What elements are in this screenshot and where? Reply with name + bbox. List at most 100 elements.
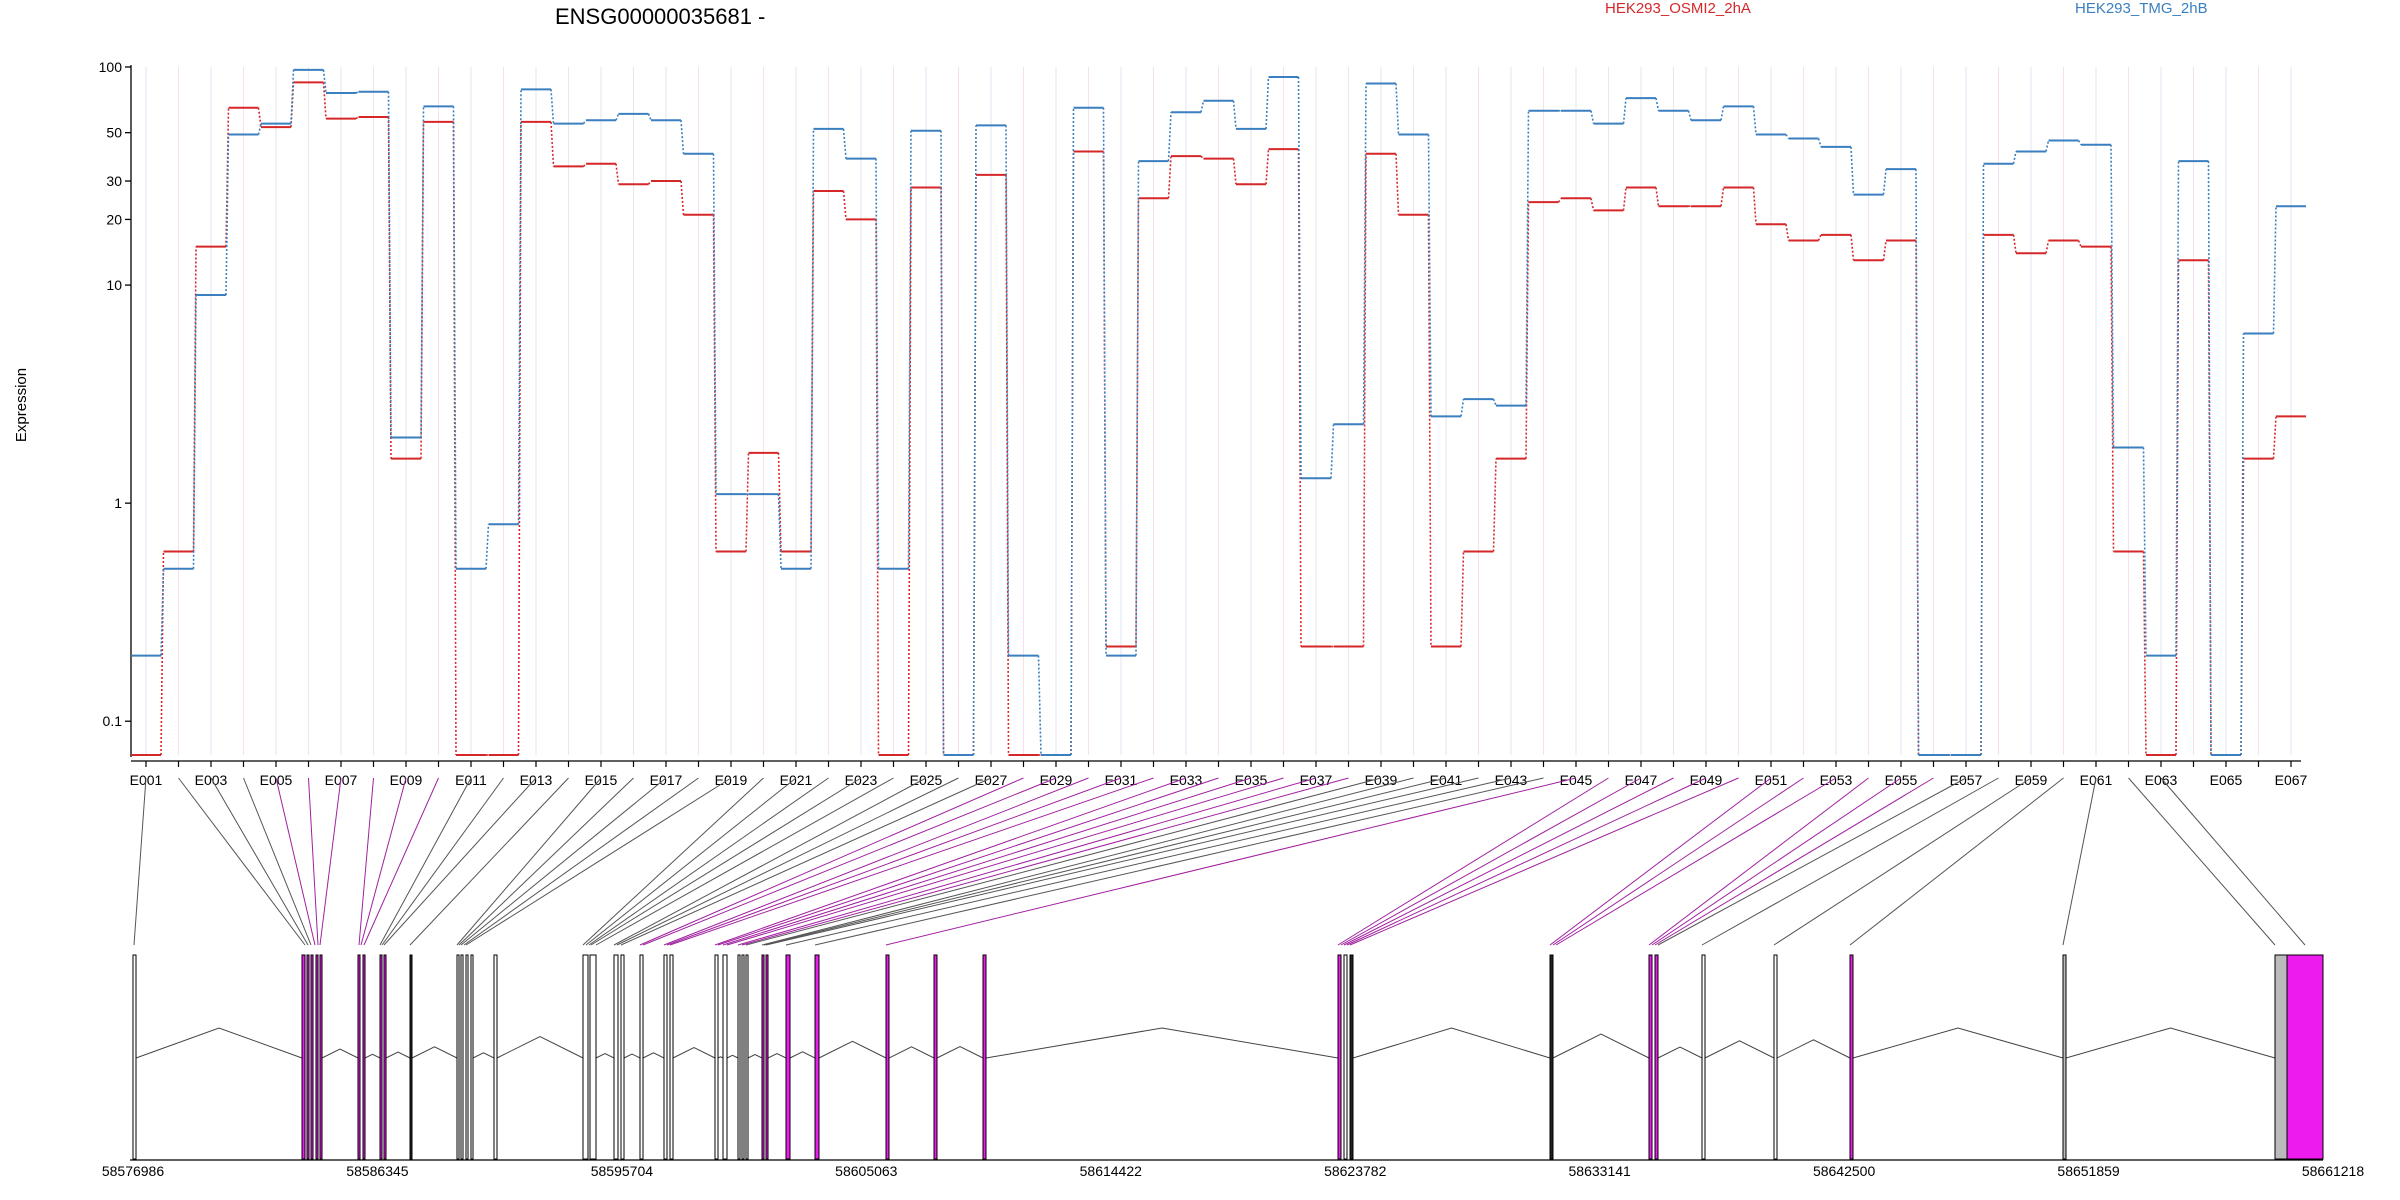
series-connector: [1200, 100, 1205, 113]
exon-block: [315, 954, 319, 1160]
exon-block: [714, 954, 719, 1160]
exon-connector: [1555, 777, 1837, 946]
exon-connector: [1346, 777, 1707, 946]
exon-connector: [714, 777, 1187, 946]
exon-connector: [613, 777, 927, 946]
series-connector: [1687, 110, 1692, 121]
exon-block: [1654, 954, 1659, 1160]
exon-block: [306, 954, 310, 1160]
series-connector: [1850, 234, 1855, 261]
intron-line: [888, 1046, 935, 1059]
series-connector: [1525, 110, 1530, 406]
exon-connector: [456, 777, 602, 946]
exon-block: [982, 954, 987, 1160]
exon-block: [301, 954, 306, 1160]
series-connector: [940, 130, 945, 756]
exon-block: [885, 954, 890, 1160]
series-connector: [2142, 551, 2147, 756]
exon-connector: [765, 777, 1479, 946]
x-tick-label: E013: [520, 772, 553, 788]
intron-line: [726, 1054, 739, 1059]
exon-connector: [595, 777, 894, 946]
intron-line: [595, 1052, 615, 1059]
exon-block: [465, 954, 469, 1160]
genomic-tick-label: 58661218: [2302, 1163, 2365, 1179]
genomic-axis: 58576986 58586345 58595704 58605063 58614422…: [102, 1159, 2365, 1179]
exon-connector: [885, 777, 1577, 946]
genomic-tick-label: 58595704: [591, 1163, 654, 1179]
series-connector: [1005, 174, 1010, 756]
exon-block: [362, 954, 366, 1160]
intron-line: [1657, 1046, 1703, 1059]
exon-connector: [383, 777, 537, 946]
exon-block: [470, 954, 474, 1160]
series-connector: [1005, 125, 1010, 656]
series-connector: [1427, 134, 1432, 417]
series-connector: [2012, 234, 2017, 254]
series-connector: [1622, 98, 1627, 124]
exon-connector: [379, 777, 472, 946]
exon-connector: [458, 777, 634, 946]
genomic-tick-label: 58586345: [346, 1163, 409, 1179]
series-connector: [257, 123, 262, 135]
exon-connector: [726, 777, 1284, 946]
series-connector: [1037, 655, 1042, 756]
intron-line: [672, 1046, 716, 1059]
series-connector: [2240, 333, 2245, 756]
exon-block: [1349, 954, 1354, 1160]
exon-connector: [590, 777, 862, 946]
exon-block: [1701, 954, 1706, 1160]
series-connector: [615, 113, 620, 121]
series-connector: [842, 190, 847, 220]
exon-block: [663, 954, 668, 1160]
series-connector: [1492, 458, 1497, 552]
x-tick-label: E049: [1690, 772, 1723, 788]
series-connector: [387, 91, 392, 438]
x-tick-label: E029: [1040, 772, 1073, 788]
series-connector: [647, 113, 652, 121]
series-connector: [1752, 187, 1757, 225]
exon-block: [722, 954, 728, 1160]
intron-line: [411, 1046, 458, 1059]
exon-connector: [210, 777, 309, 946]
series-connector: [1200, 155, 1205, 160]
series-connector: [680, 180, 685, 215]
y-axis-label: Expression: [13, 368, 30, 442]
series-connector: [1720, 106, 1725, 121]
series-connector: [2045, 140, 2050, 152]
exon-block: [582, 954, 589, 1160]
exon-connector: [308, 777, 319, 946]
exon-connector: [669, 777, 1154, 946]
exon-connector: [460, 777, 667, 946]
series-connector: [2142, 447, 2147, 656]
series-connector: [1655, 97, 1660, 111]
series-connector: [777, 494, 782, 569]
x-tick-label: E021: [780, 772, 813, 788]
series-connector: [2175, 161, 2180, 656]
genomic-tick-label: 58623782: [1324, 1163, 1387, 1179]
x-tick-label: E023: [845, 772, 878, 788]
series-connector: [1590, 198, 1595, 211]
exon-connector: [178, 777, 306, 946]
series-connector: [1752, 106, 1757, 135]
exon-block: [1648, 954, 1653, 1160]
exon-connector: [763, 777, 1447, 946]
exon-connector: [1773, 777, 2032, 946]
series-connector: [160, 568, 165, 656]
intron-line: [1704, 1040, 1775, 1059]
x-tick-label: E063: [2145, 772, 2178, 788]
intron-line: [364, 1053, 381, 1059]
exon-block: [741, 954, 745, 1160]
series-connector: [647, 180, 652, 185]
x-tick-label: E067: [2275, 772, 2308, 788]
exon-connector: [717, 777, 1219, 946]
exon-block: [1343, 954, 1348, 1160]
exon-connector: [814, 777, 1544, 946]
series-connector: [1622, 187, 1627, 211]
intron-line: [767, 1052, 787, 1059]
intron-line: [789, 1051, 816, 1059]
exon-connector: [616, 777, 959, 946]
series-connector: [712, 153, 717, 495]
exon-connector: [1654, 777, 1934, 946]
gene-structure: [132, 954, 2324, 1160]
